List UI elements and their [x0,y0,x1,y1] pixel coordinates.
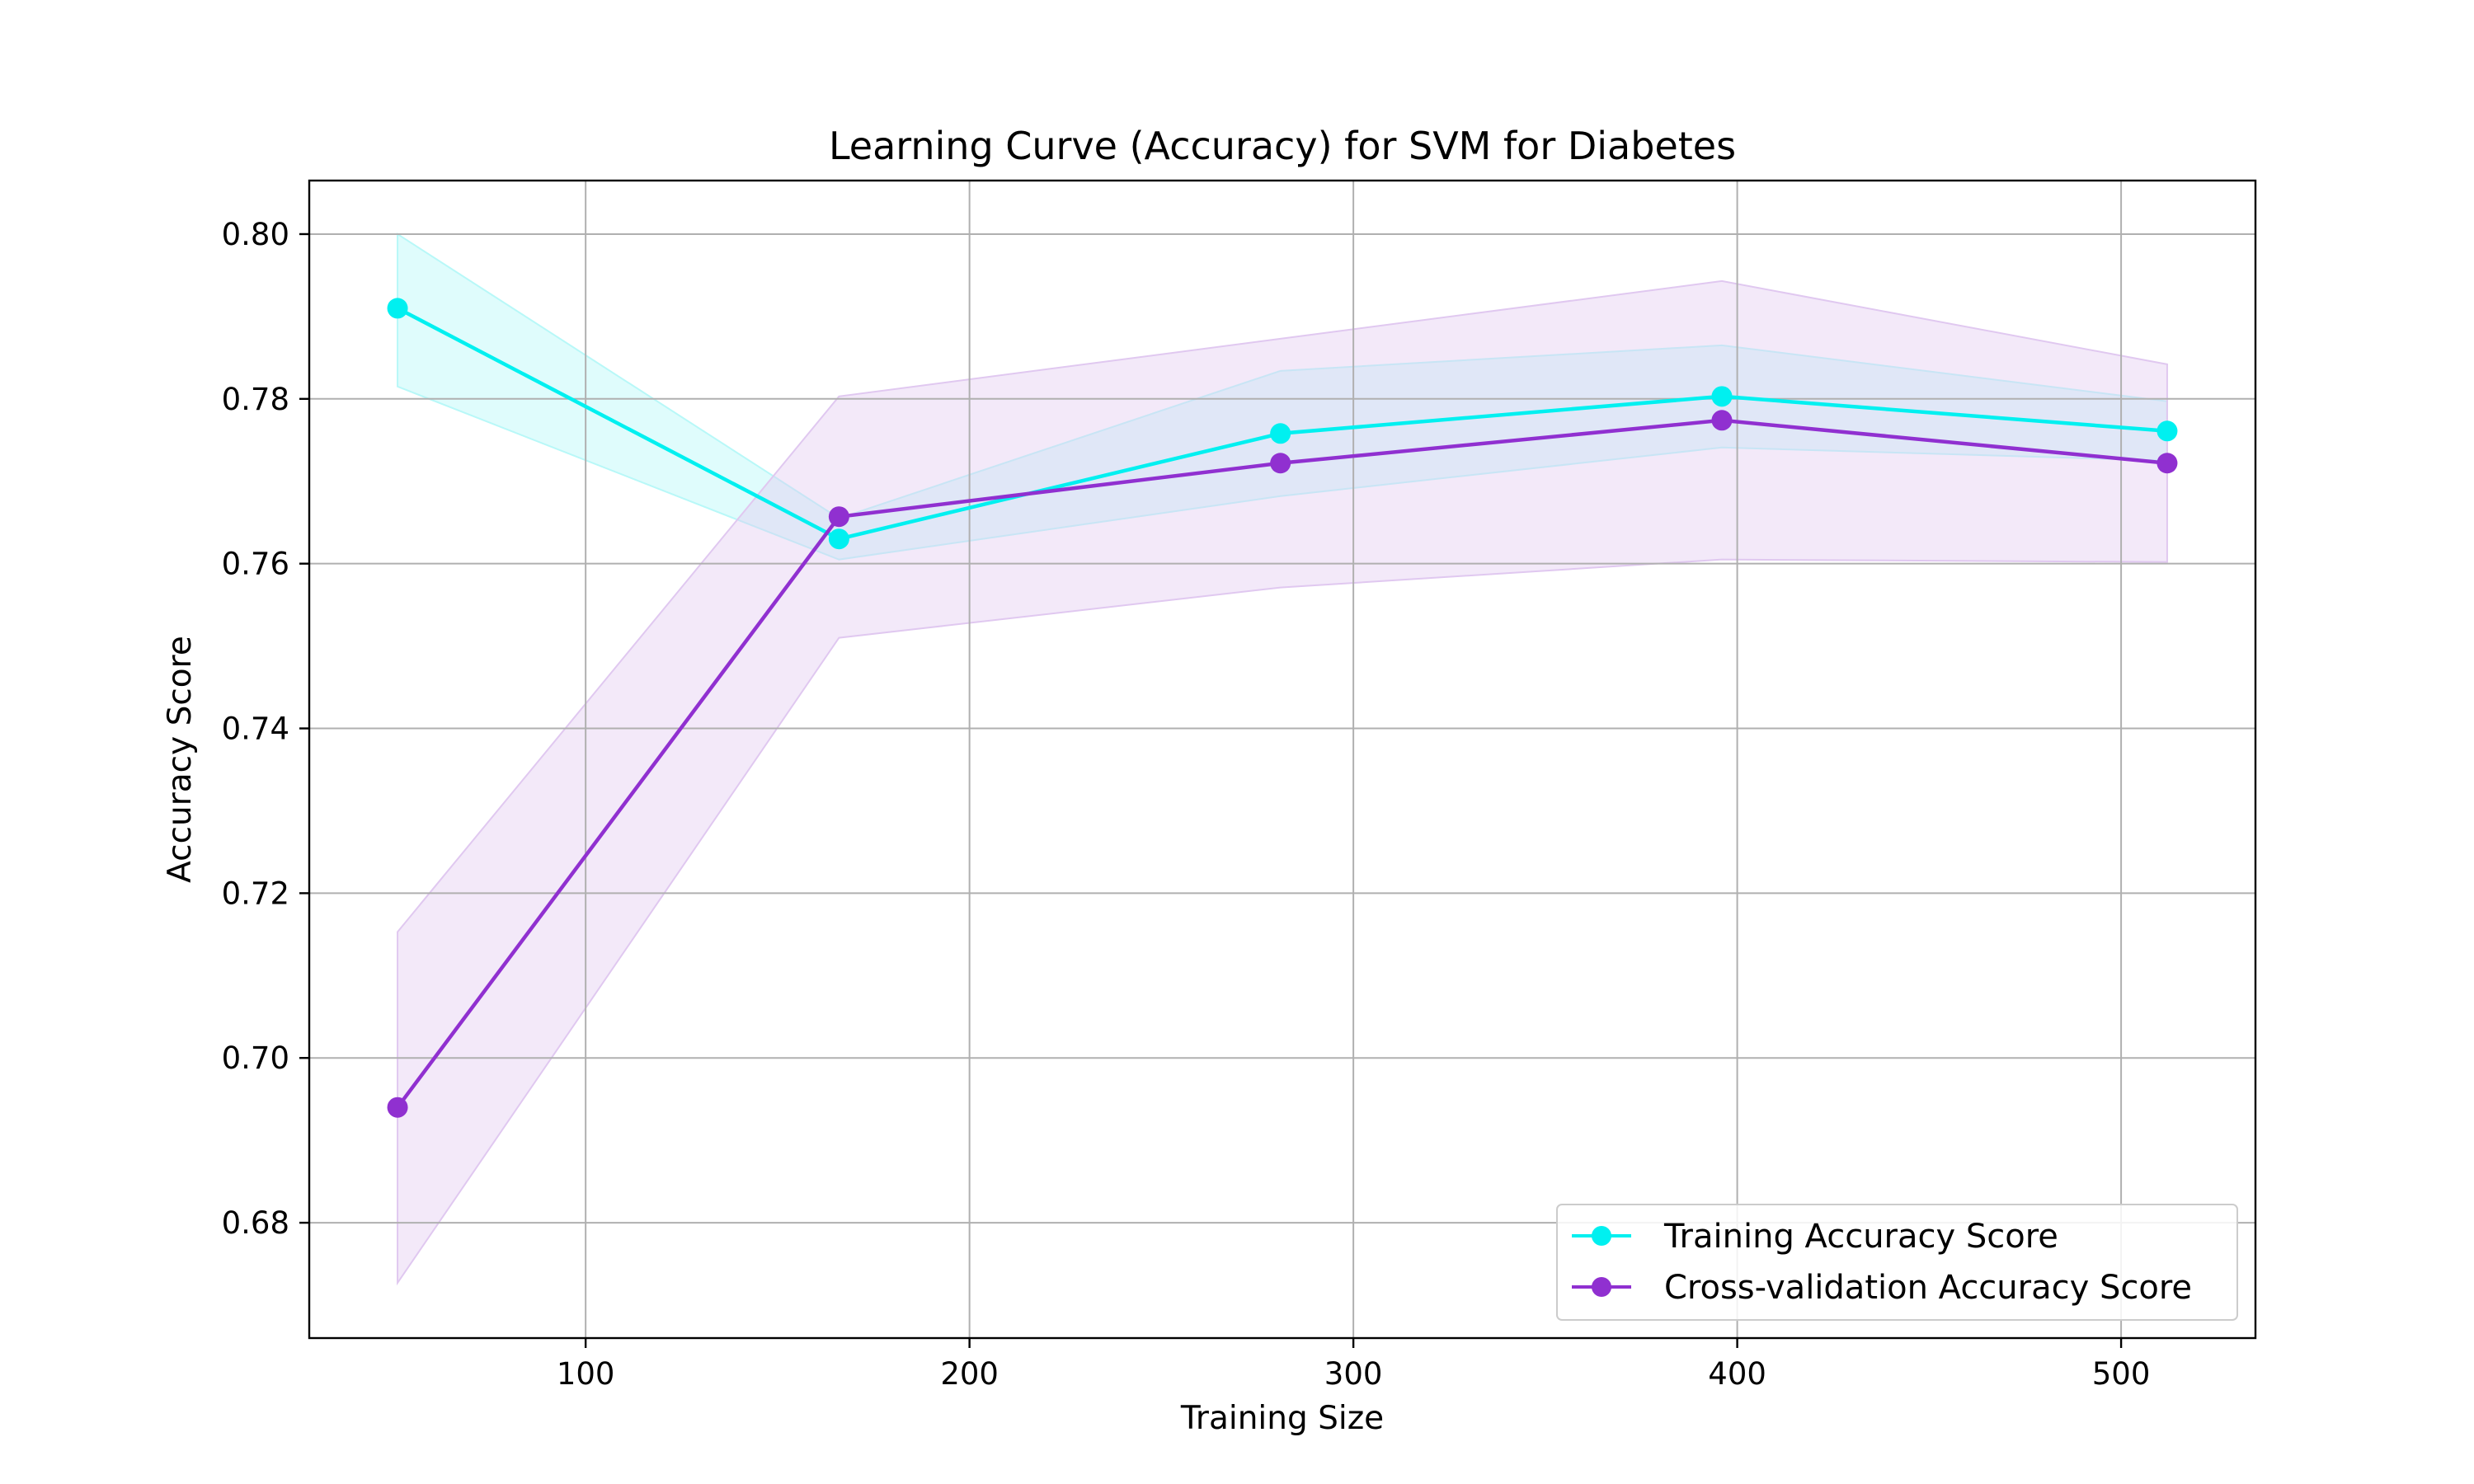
y-tick-label: 0.74 [222,711,289,747]
data-point-training [2157,420,2178,442]
legend-entry-cross-validation: Cross-validation Accuracy Score [1572,1269,2192,1307]
y-tick-label: 0.80 [222,217,289,252]
x-tick-label: 300 [1324,1356,1383,1392]
confidence-bands [397,232,2168,1286]
x-axis-title: Training Size [1180,1400,1384,1437]
plot-frame [308,179,2257,1340]
data-point-cross-validation [2157,453,2178,474]
legend-marker-cross-validation [1592,1277,1611,1297]
y-tick-label: 0.76 [222,547,289,582]
y-tick-label: 0.78 [222,382,289,417]
legend-box [1556,1204,2238,1321]
x-tick-label: 200 [940,1356,999,1392]
legend-marker-training [1592,1226,1611,1246]
data-point-training [387,298,408,319]
data-point-cross-validation [1270,453,1291,474]
y-tick-label: 0.70 [222,1040,289,1076]
data-point-training [1711,386,1733,407]
legend-label-cross-validation: Cross-validation Accuracy Score [1664,1269,2192,1307]
data-point-training [828,528,849,550]
data-point-training [1270,423,1291,444]
y-tick-label: 0.72 [222,876,289,911]
axis-ticks: 100 200 300 400 500 0.68 0.70 0.72 0.74 0.76 0.78 0… [222,217,2151,1392]
x-tick-label: 400 [1708,1356,1766,1392]
chart-legend: Training Accuracy Score Cross-validation… [1556,1204,2238,1321]
legend-label-training: Training Accuracy Score [1663,1218,2058,1256]
y-tick-label: 0.68 [222,1205,289,1241]
chart-title: Learning Curve (Accuracy) for SVM for Di… [829,124,1736,168]
data-point-cross-validation [828,506,849,528]
series-markers [387,298,2178,1118]
x-tick-label: 500 [2092,1356,2151,1392]
grid-lines [309,181,2255,1338]
x-tick-label: 100 [557,1356,615,1392]
data-point-cross-validation [387,1097,408,1118]
data-point-cross-validation [1711,410,1733,431]
y-axis-title: Accuracy Score [162,636,199,883]
legend-entry-training: Training Accuracy Score [1572,1218,2058,1256]
